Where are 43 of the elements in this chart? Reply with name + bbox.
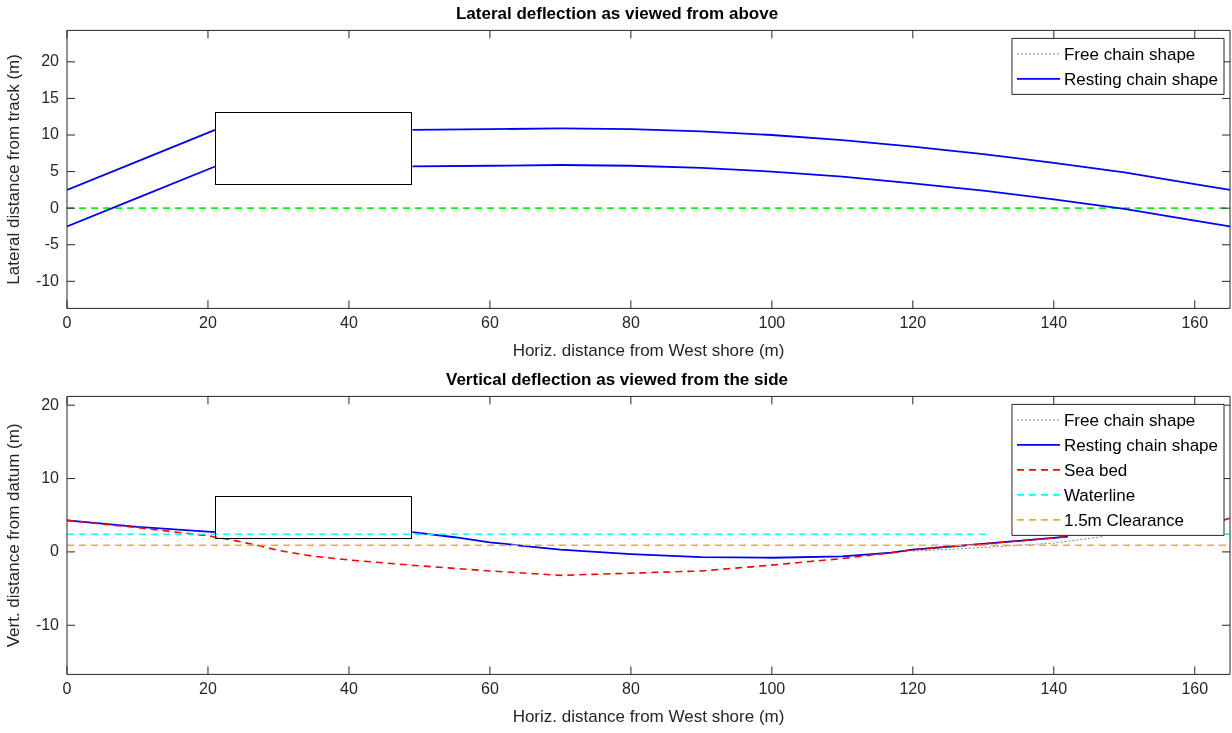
x-tick-label: 60 [481,680,499,698]
legend-label: Sea bed [1063,460,1128,480]
legend-label: Resting chain shape [1063,435,1218,455]
legend-label: 1.5m Clearance [1063,510,1184,530]
y-tick-label: 10 [41,125,60,143]
legend-label: Free chain shape [1063,410,1196,430]
x-tick-label: 140 [1040,680,1068,698]
x-tick-label: 120 [899,314,927,332]
legend-label: Waterline [1063,485,1136,505]
y-tick-label: 0 [50,198,60,216]
x-tick-label: 60 [481,314,499,332]
x-tick-label: 40 [340,680,358,698]
x-axis-title: Horiz. distance from West shore (m) [512,341,785,361]
x-tick-label: 20 [199,680,217,698]
x-tick-label: 100 [758,314,786,332]
chart-title: Vertical deflection as viewed from the side [445,369,789,389]
legend-label: Resting chain shape [1063,69,1218,89]
line-series [912,536,1104,552]
y-axis-title: Lateral distance from track (m) [3,54,23,285]
y-tick-label: 15 [41,88,60,106]
x-tick-label: 80 [621,314,640,332]
x-tick-label: 160 [1181,680,1209,698]
y-tick-label: -10 [35,615,60,633]
x-tick-label: 40 [340,314,358,332]
x-tick-label: 100 [758,680,786,698]
y-tick-label: 5 [50,162,60,179]
x-axis-title: Horiz. distance from West shore (m) [512,707,785,727]
x-tick-label: 120 [899,680,927,698]
y-axis-title: Vert. distance from datum (m) [3,423,23,648]
x-tick-label: 80 [621,680,640,698]
chart-title: Lateral deflection as viewed from above [455,3,779,23]
x-tick-label: 0 [62,680,72,698]
x-tick-label: 140 [1040,314,1068,332]
x-tick-label: 20 [199,314,217,332]
x-tick-label: 0 [62,314,72,332]
y-tick-label: -10 [35,271,60,289]
y-tick-label: 20 [41,52,60,70]
y-tick-label: 20 [41,395,60,413]
y-tick-label: -5 [44,235,60,253]
y-tick-label: 0 [50,542,60,560]
legend-label: Free chain shape [1063,44,1196,64]
x-tick-label: 160 [1181,314,1209,332]
y-tick-label: 10 [41,468,60,486]
